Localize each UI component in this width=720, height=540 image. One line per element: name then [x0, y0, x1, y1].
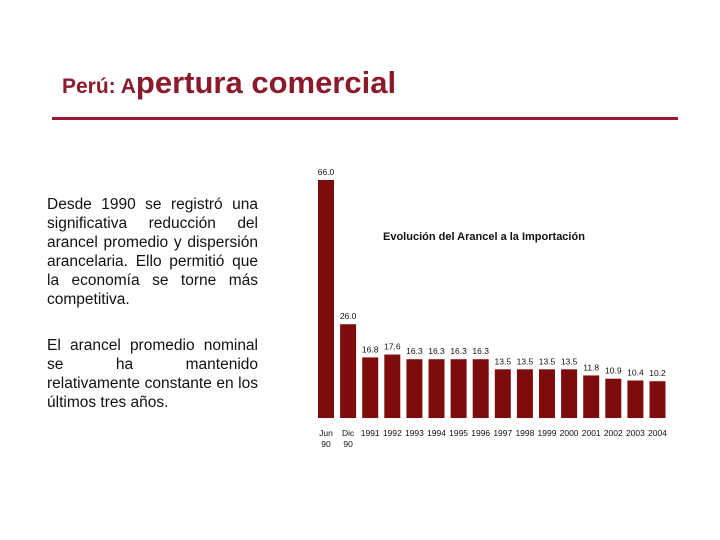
x-tick-label: Dic	[342, 428, 355, 438]
intro-paragraph: Desde 1990 se registró una significativa…	[47, 196, 258, 308]
chart-bar	[516, 369, 533, 418]
x-tick-label: 1995	[449, 428, 468, 438]
x-tick-label: 90	[321, 439, 331, 449]
x-tick-label: 1996	[471, 428, 490, 438]
x-tick-label: 2004	[648, 428, 667, 438]
title-divider	[52, 117, 678, 120]
x-tick-label: 1992	[383, 428, 402, 438]
bar-value-label: 16.3	[472, 346, 489, 356]
chart-bar	[605, 378, 622, 418]
bar-value-label: 13.5	[539, 356, 556, 366]
x-tick-label: 2002	[604, 428, 623, 438]
slide-title: Perú: Apertura comercial	[62, 66, 396, 98]
bar-value-label: 13.5	[561, 356, 578, 366]
slide-title-rest: pertura comercial	[135, 65, 397, 100]
x-tick-label: 90	[343, 439, 353, 449]
x-tick-label: 1991	[361, 428, 380, 438]
chart-bar	[539, 369, 555, 418]
x-tick-label: 2000	[560, 428, 579, 438]
bar-value-label: 10.9	[605, 366, 622, 376]
x-tick-label: 1999	[538, 428, 557, 438]
chart-title: Evolución del Arancel a la Importación	[383, 231, 585, 243]
slide-title-lead: Perú: A	[62, 75, 136, 98]
chart-bar	[472, 359, 489, 418]
chart-bar	[494, 369, 511, 418]
bar-value-label: 16.3	[428, 346, 445, 356]
x-tick-label: 1998	[515, 428, 534, 438]
bar-value-label: 66.0	[318, 167, 335, 177]
bar-value-label: 17.6	[384, 342, 401, 352]
bar-value-label: 16.8	[362, 344, 379, 354]
chart-bar	[649, 381, 666, 418]
x-tick-label: Jun	[319, 428, 333, 438]
chart-bar	[362, 357, 379, 418]
chart-bar	[561, 369, 578, 418]
bar-value-label: 10.2	[649, 368, 666, 378]
bar-value-label: 13.5	[517, 356, 534, 366]
chart-bar	[340, 324, 357, 418]
bar-value-label: 10.4	[627, 367, 644, 377]
x-tick-label: 1997	[493, 428, 512, 438]
chart-bar	[318, 180, 334, 418]
bar-value-label: 16.3	[450, 346, 467, 356]
x-tick-label: 2003	[626, 428, 645, 438]
x-tick-label: 1993	[405, 428, 424, 438]
chart-bar	[384, 354, 401, 418]
bar-value-label: 16.3	[406, 346, 423, 356]
chart-bar	[428, 359, 445, 418]
summary-paragraph: El arancel promedio nominal se ha manten…	[47, 337, 258, 411]
chart-bar	[627, 380, 644, 418]
x-tick-label: 1994	[427, 428, 446, 438]
chart-bar	[583, 375, 600, 418]
bar-value-label: 26.0	[340, 311, 357, 321]
bar-value-label: 13.5	[495, 356, 512, 366]
chart-bar	[406, 359, 423, 418]
tariff-bar-chart: Evolución del Arancel a la Importación 6…	[318, 167, 667, 449]
chart-bar	[450, 359, 467, 418]
x-tick-label: 2001	[582, 428, 601, 438]
bar-value-label: 11.8	[583, 362, 599, 372]
